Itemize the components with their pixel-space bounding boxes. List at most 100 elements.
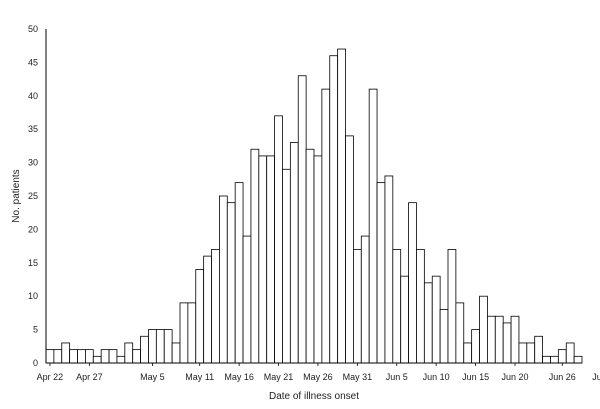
y-tick-label: 30 — [28, 158, 38, 168]
bar — [542, 355, 551, 364]
bar — [211, 249, 220, 364]
bar — [557, 349, 567, 364]
bar — [471, 329, 480, 364]
bar — [463, 342, 473, 364]
x-tick-label: Apr 22 — [37, 372, 64, 382]
bar — [61, 342, 71, 364]
y-tick-label: 45 — [28, 57, 38, 67]
bar — [518, 342, 528, 364]
bar — [171, 342, 181, 364]
y-ticks-group: 0 5 10 15 20 25 30 35 40 45 50 — [28, 24, 38, 368]
x-tick-label: Jun 5 — [386, 372, 408, 382]
x-tick-label: Jul 1 — [592, 372, 600, 382]
y-tick-label: 15 — [28, 258, 38, 268]
bar — [345, 135, 354, 364]
y-tick-label: 50 — [28, 24, 38, 34]
bar — [565, 342, 575, 364]
bar — [384, 175, 394, 364]
bar — [423, 282, 433, 364]
x-tick-label: May 16 — [224, 372, 254, 382]
y-axis-title: No. patients — [11, 169, 22, 222]
x-tick-label: May 31 — [343, 372, 373, 382]
bar — [85, 349, 94, 364]
bars-group — [45, 48, 583, 364]
bar — [203, 255, 212, 364]
bar — [53, 349, 63, 364]
x-axis-title: Date of illness onset — [269, 391, 359, 402]
bar — [77, 349, 86, 364]
y-tick-label: 35 — [28, 124, 38, 134]
bar — [550, 355, 559, 364]
bar — [573, 355, 583, 364]
bar — [376, 182, 386, 364]
bar — [408, 202, 417, 364]
bar — [195, 269, 205, 364]
bar — [337, 48, 346, 364]
bar — [258, 155, 268, 364]
bar — [242, 235, 252, 364]
bar — [69, 349, 78, 364]
bar — [526, 342, 536, 364]
bar — [392, 249, 402, 364]
x-ticks-group: Apr 22 Apr 27 May 5 May 11 May 16 May 21 May 2… — [37, 363, 600, 382]
bar — [534, 335, 543, 364]
y-tick-label: 10 — [28, 291, 38, 301]
y-tick-label: 40 — [28, 91, 38, 101]
bar — [219, 195, 228, 364]
bar — [321, 88, 331, 364]
bar — [116, 355, 126, 364]
bar — [400, 275, 409, 364]
bar — [163, 329, 173, 364]
bar — [510, 315, 520, 364]
bar — [494, 315, 504, 364]
bar — [353, 249, 362, 364]
y-tick-label: 5 — [33, 325, 38, 335]
bar — [329, 55, 339, 364]
bar — [226, 202, 236, 364]
bar — [455, 302, 465, 364]
y-tick-label: 0 — [33, 358, 38, 368]
bar — [187, 302, 197, 364]
bar — [360, 235, 370, 364]
bar — [289, 142, 299, 364]
x-tick-label: Jun 15 — [462, 372, 489, 382]
bar — [368, 88, 378, 364]
bar — [148, 329, 157, 364]
bar — [234, 182, 244, 364]
bar — [431, 275, 441, 364]
bar — [297, 75, 307, 364]
bar — [100, 349, 110, 364]
bar — [274, 115, 283, 364]
bar — [439, 309, 449, 364]
bar — [132, 349, 141, 364]
bar — [305, 148, 315, 364]
bar — [92, 355, 102, 364]
x-tick-label: May 26 — [303, 372, 333, 382]
x-tick-label: May 11 — [185, 372, 214, 382]
bar — [487, 315, 496, 364]
bar — [447, 249, 457, 364]
x-tick-label: May 5 — [140, 372, 165, 382]
bar — [502, 322, 512, 364]
bar — [282, 168, 291, 364]
bar — [155, 329, 165, 364]
bar — [479, 295, 488, 364]
bar — [179, 302, 189, 364]
bar — [45, 349, 55, 364]
x-tick-label: May 21 — [264, 372, 294, 382]
x-tick-label: Jun 26 — [549, 372, 576, 382]
bar — [416, 249, 425, 364]
y-tick-label: 20 — [28, 224, 38, 234]
x-tick-label: Jun 20 — [501, 372, 528, 382]
bar — [250, 148, 260, 364]
x-tick-label: Jun 10 — [423, 372, 450, 382]
bar — [108, 349, 118, 364]
bar — [140, 335, 149, 364]
bar — [124, 342, 134, 364]
bar — [266, 155, 275, 364]
x-tick-label: Apr 27 — [76, 372, 103, 382]
bar — [313, 155, 323, 364]
y-tick-label: 25 — [28, 191, 38, 201]
